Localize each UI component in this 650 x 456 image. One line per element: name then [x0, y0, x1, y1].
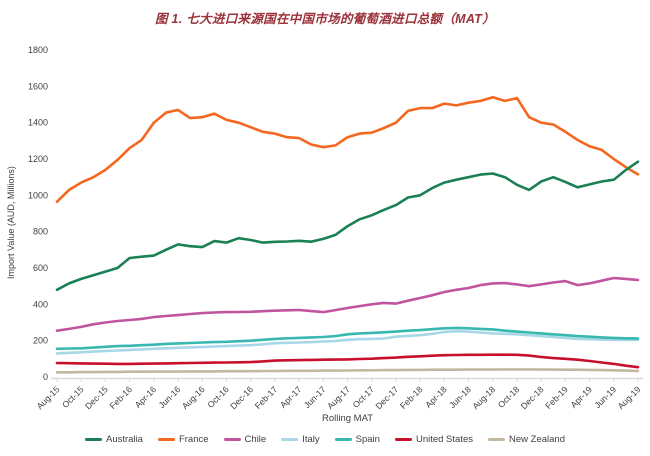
legend-label: Australia: [106, 434, 143, 445]
legend-swatch-icon: [394, 438, 412, 441]
y-tick-label: 1600: [28, 81, 48, 91]
x-tick-label: Jun-19: [592, 384, 618, 410]
series-line-spain: [55, 326, 640, 351]
x-tick-label: Apr-19: [568, 384, 594, 410]
legend-swatch-icon: [334, 438, 352, 441]
x-tick-label: Aug-16: [180, 384, 207, 411]
x-axis-title: Rolling MAT: [321, 413, 374, 424]
legend-label: Chile: [244, 434, 267, 445]
x-tick-label: Dec-15: [83, 384, 110, 411]
y-tick-label: 200: [33, 336, 48, 346]
x-tick-label: Aug-18: [470, 384, 497, 411]
y-tick-label: 1200: [28, 154, 48, 164]
legend-item-united-states: United States: [394, 434, 473, 445]
y-tick-label: 1000: [28, 190, 48, 200]
legend-label: France: [178, 434, 209, 445]
legend: Australia France Chile Italy Spain United Sta…: [0, 434, 650, 445]
legend-swatch-icon: [157, 438, 175, 441]
y-tick-label: 0: [43, 372, 48, 382]
y-tick-label: 1400: [28, 118, 48, 128]
y-tick-label: 600: [33, 263, 48, 273]
legend-label: United States: [415, 434, 473, 445]
y-tick-label: 400: [33, 299, 48, 309]
x-tick-label: Jun-18: [447, 384, 473, 410]
x-tick-label: Apr-16: [133, 384, 159, 410]
x-tick-label: Oct-17: [351, 384, 377, 410]
legend-swatch-icon: [281, 438, 299, 441]
legend-item-france: France: [157, 434, 209, 445]
legend-swatch-icon: [85, 438, 102, 441]
legend-label: Spain: [355, 434, 380, 445]
x-tick-label: Apr-18: [423, 384, 449, 410]
x-tick-label: Feb-19: [543, 384, 570, 411]
x-tick-label: Oct-16: [205, 384, 231, 410]
x-tick-label: Aug-15: [35, 384, 62, 411]
series-line-italy: [55, 329, 640, 355]
x-tick-label: Feb-18: [398, 384, 425, 411]
x-tick-label: Aug-17: [325, 384, 352, 411]
series-line-france: [55, 95, 640, 203]
x-tick-label: Oct-18: [496, 384, 522, 410]
x-tick-label: Dec-17: [373, 384, 400, 411]
x-tick-label: Apr-17: [278, 384, 304, 410]
legend-swatch-icon: [488, 438, 505, 441]
legend-item-chile: Chile: [223, 434, 267, 445]
series-line-new-zealand: [55, 368, 640, 374]
series-line-chile: [55, 276, 640, 333]
x-tick-label: Jun-17: [302, 384, 328, 410]
y-tick-label: 1800: [28, 45, 48, 55]
x-tick-label: Feb-17: [253, 384, 280, 411]
series-line-australia: [55, 160, 640, 292]
x-tick-label: Dec-16: [228, 384, 255, 411]
x-tick-label: Feb-16: [108, 384, 135, 411]
x-tick-label: Jun-16: [157, 384, 183, 410]
x-tick-label: Oct-15: [60, 384, 86, 410]
x-tick-label: Dec-18: [519, 384, 546, 411]
legend-swatch-icon: [223, 438, 241, 441]
y-tick-label: 800: [33, 227, 48, 237]
series-line-united-states: [55, 353, 640, 369]
legend-item-spain: Spain: [334, 434, 380, 445]
legend-label: Italy: [302, 434, 320, 445]
legend-label: New Zealand: [509, 434, 565, 445]
legend-item-new-zealand: New Zealand: [488, 434, 565, 445]
legend-item-australia: Australia: [85, 434, 143, 445]
legend-item-italy: Italy: [281, 434, 320, 445]
chart-title: 图 1. 七大进口来源国在中国市场的葡萄酒进口总额（MAT）: [154, 12, 496, 26]
x-tick-label: Aug-19: [616, 384, 643, 411]
